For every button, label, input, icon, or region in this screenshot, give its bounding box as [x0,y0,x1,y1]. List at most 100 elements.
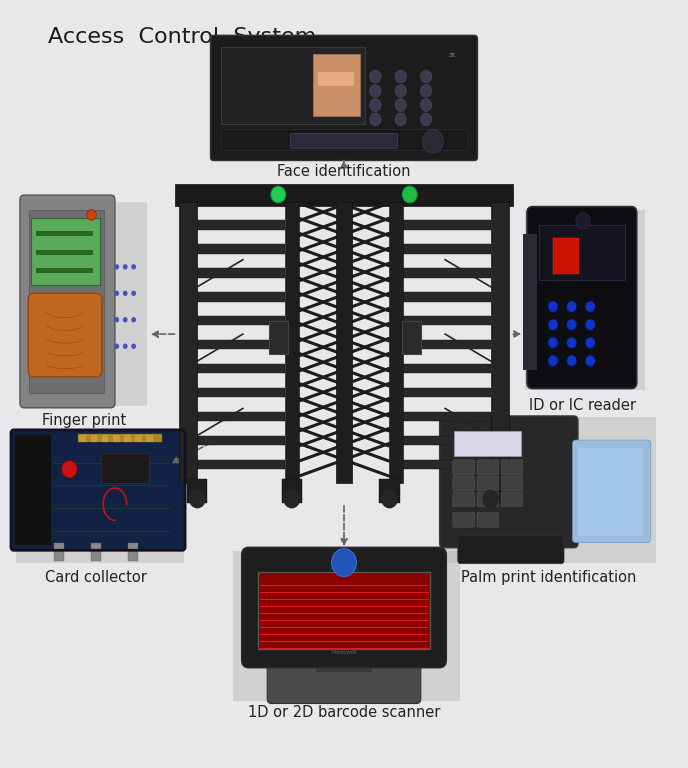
Bar [215,41,477,160]
Circle shape [422,130,443,153]
Text: Palm print identification: Palm print identification [461,570,636,585]
Bar [197,220,285,230]
Circle shape [395,70,407,83]
Circle shape [131,264,136,270]
Bar [285,202,299,483]
Bar [187,479,208,503]
Circle shape [114,290,119,296]
FancyBboxPatch shape [241,548,447,667]
FancyBboxPatch shape [453,476,475,491]
Circle shape [189,489,206,508]
Bar [525,210,645,390]
Bar [578,449,643,536]
Circle shape [381,489,398,508]
Circle shape [369,70,381,83]
Circle shape [131,343,136,349]
Text: ID or IC reader: ID or IC reader [529,398,636,413]
Bar [403,388,491,397]
FancyBboxPatch shape [267,661,421,703]
Circle shape [395,84,407,98]
Bar [480,479,501,503]
Bar [197,460,285,469]
Bar [269,320,288,354]
FancyBboxPatch shape [477,512,499,527]
Bar [16,429,184,563]
FancyBboxPatch shape [453,492,475,507]
Bar [258,571,430,650]
Bar [179,202,197,483]
FancyBboxPatch shape [440,416,578,548]
Bar [197,388,285,397]
Text: Honeywell: Honeywell [331,650,357,655]
FancyBboxPatch shape [453,460,475,475]
Bar [403,340,491,349]
Circle shape [576,213,590,229]
Circle shape [482,489,499,508]
Text: Card collector: Card collector [45,570,147,585]
FancyBboxPatch shape [458,536,564,564]
FancyBboxPatch shape [501,476,523,491]
Bar [258,571,430,650]
Circle shape [585,319,595,330]
Circle shape [548,319,558,330]
Bar [197,316,285,326]
Bar [113,435,120,442]
Bar [221,129,467,151]
Circle shape [369,98,381,111]
FancyBboxPatch shape [28,293,102,377]
FancyBboxPatch shape [11,430,185,550]
Bar [403,220,491,230]
Circle shape [420,113,432,126]
Bar [446,417,656,563]
Circle shape [420,70,432,83]
Bar [281,479,302,503]
Circle shape [585,356,595,366]
Text: ZK: ZK [449,53,456,58]
Circle shape [114,343,119,349]
Bar [129,543,138,561]
Circle shape [122,317,128,323]
FancyBboxPatch shape [290,134,398,148]
Bar [403,244,491,253]
Bar [197,292,285,302]
FancyBboxPatch shape [211,35,477,161]
Bar [539,226,625,280]
Bar [402,320,420,354]
Bar [29,210,103,393]
Bar [403,460,491,469]
Bar [523,234,537,370]
Bar [54,543,65,561]
FancyBboxPatch shape [501,460,523,475]
Circle shape [567,337,577,348]
Bar [403,268,491,277]
Circle shape [369,84,381,98]
Bar [403,316,491,326]
Bar [36,231,93,237]
Bar [101,453,149,483]
Bar [14,435,51,545]
Bar [197,412,285,422]
Bar [147,435,153,442]
FancyBboxPatch shape [501,492,523,507]
FancyBboxPatch shape [20,195,115,408]
Bar [175,184,513,206]
Bar [91,435,98,442]
Bar [36,268,93,273]
Bar [403,412,491,422]
Circle shape [567,356,577,366]
Bar [135,435,142,442]
Bar [80,435,86,442]
Text: 1D or 2D barcode scanner: 1D or 2D barcode scanner [248,705,440,720]
Circle shape [548,301,558,312]
Circle shape [271,186,286,203]
FancyBboxPatch shape [477,460,499,475]
Bar [379,479,400,503]
Circle shape [548,337,558,348]
Circle shape [585,301,595,312]
Bar [197,340,285,349]
Bar [336,202,352,483]
Bar [312,54,360,116]
Bar [221,47,365,124]
Circle shape [131,317,136,323]
Circle shape [131,290,136,296]
